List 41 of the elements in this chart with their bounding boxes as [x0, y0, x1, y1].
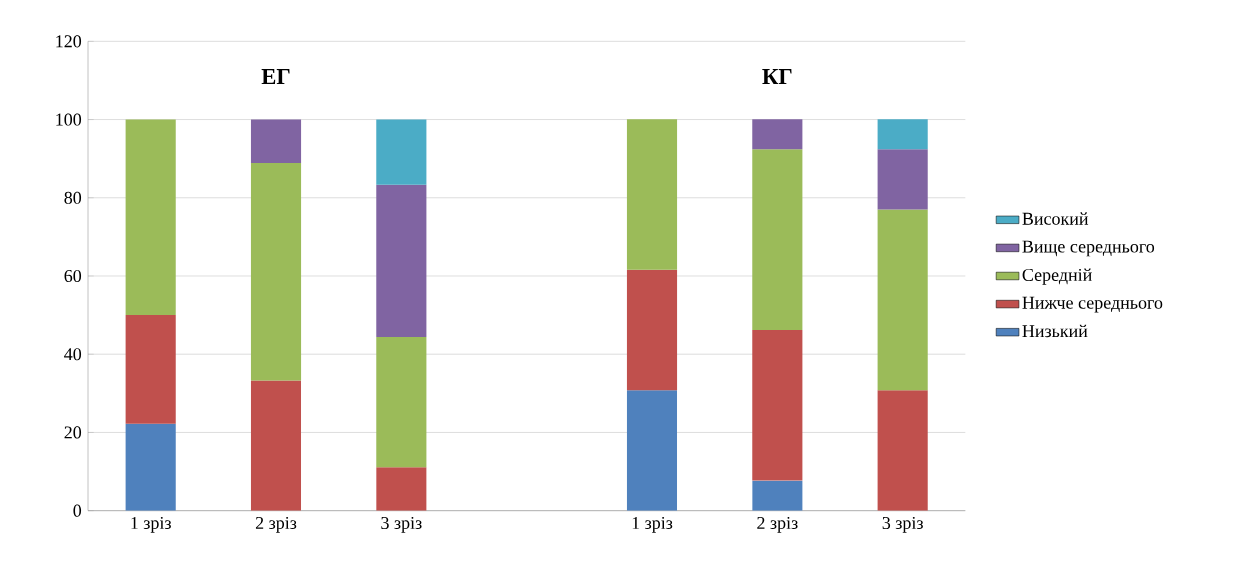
bar	[250, 162, 302, 381]
legend-label: Нижче середнього	[1022, 296, 1163, 313]
bar	[877, 119, 928, 150]
y-tick-label: 20	[64, 426, 82, 439]
annotation: ЕГ	[261, 68, 290, 84]
bar	[752, 149, 803, 330]
y-tick-label: 80	[64, 191, 82, 204]
y-tick-label: 60	[64, 269, 82, 282]
bar	[250, 119, 302, 163]
x-tick-label: 3 зріз	[882, 516, 923, 533]
bar	[376, 336, 427, 468]
bar	[752, 480, 803, 511]
x-tick-label: 2 зріз	[757, 516, 798, 533]
legend-label: Вище середнього	[1022, 240, 1155, 257]
bar	[125, 314, 176, 424]
bar	[376, 467, 427, 511]
bar	[125, 423, 176, 511]
x-tick-label: 3 зріз	[381, 516, 422, 533]
bar	[376, 184, 427, 337]
y-tick-label: 100	[56, 113, 82, 126]
legend-label: Високий	[1022, 212, 1089, 225]
bar	[626, 390, 678, 511]
bar	[626, 269, 678, 391]
legend-label: Низький	[1022, 324, 1088, 337]
bar	[752, 119, 803, 150]
bar	[626, 119, 678, 270]
bar	[752, 329, 803, 481]
x-tick-label: 2 зріз	[255, 516, 297, 533]
bar	[877, 209, 928, 391]
bar	[877, 390, 928, 511]
y-tick-label: 40	[64, 347, 82, 361]
x-tick-label: 1 зріз	[131, 516, 171, 533]
annotation: КГ	[762, 68, 792, 84]
legend-label: Середній	[1022, 268, 1092, 285]
y-tick-label: 120	[56, 35, 82, 48]
x-tick-label: 1 зріз	[632, 516, 673, 533]
bar	[376, 119, 427, 185]
bar	[250, 380, 302, 511]
y-tick-label: 0	[73, 504, 82, 517]
bar	[877, 149, 928, 210]
bar	[125, 119, 176, 315]
